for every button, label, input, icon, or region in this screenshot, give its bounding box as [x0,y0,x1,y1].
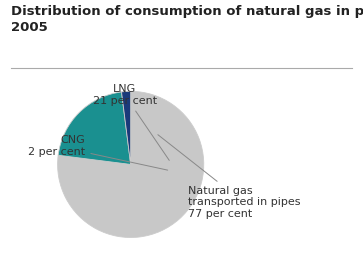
Text: LNG
21 per cent: LNG 21 per cent [93,84,169,160]
Wedge shape [58,91,204,238]
Text: CNG
2 per cent: CNG 2 per cent [28,135,168,170]
Wedge shape [122,91,131,164]
Wedge shape [58,92,131,164]
Text: Natural gas
transported in pipes
77 per cent: Natural gas transported in pipes 77 per … [158,135,300,219]
Text: Distribution of consumption of natural gas in per cent.
2005: Distribution of consumption of natural g… [11,5,363,34]
